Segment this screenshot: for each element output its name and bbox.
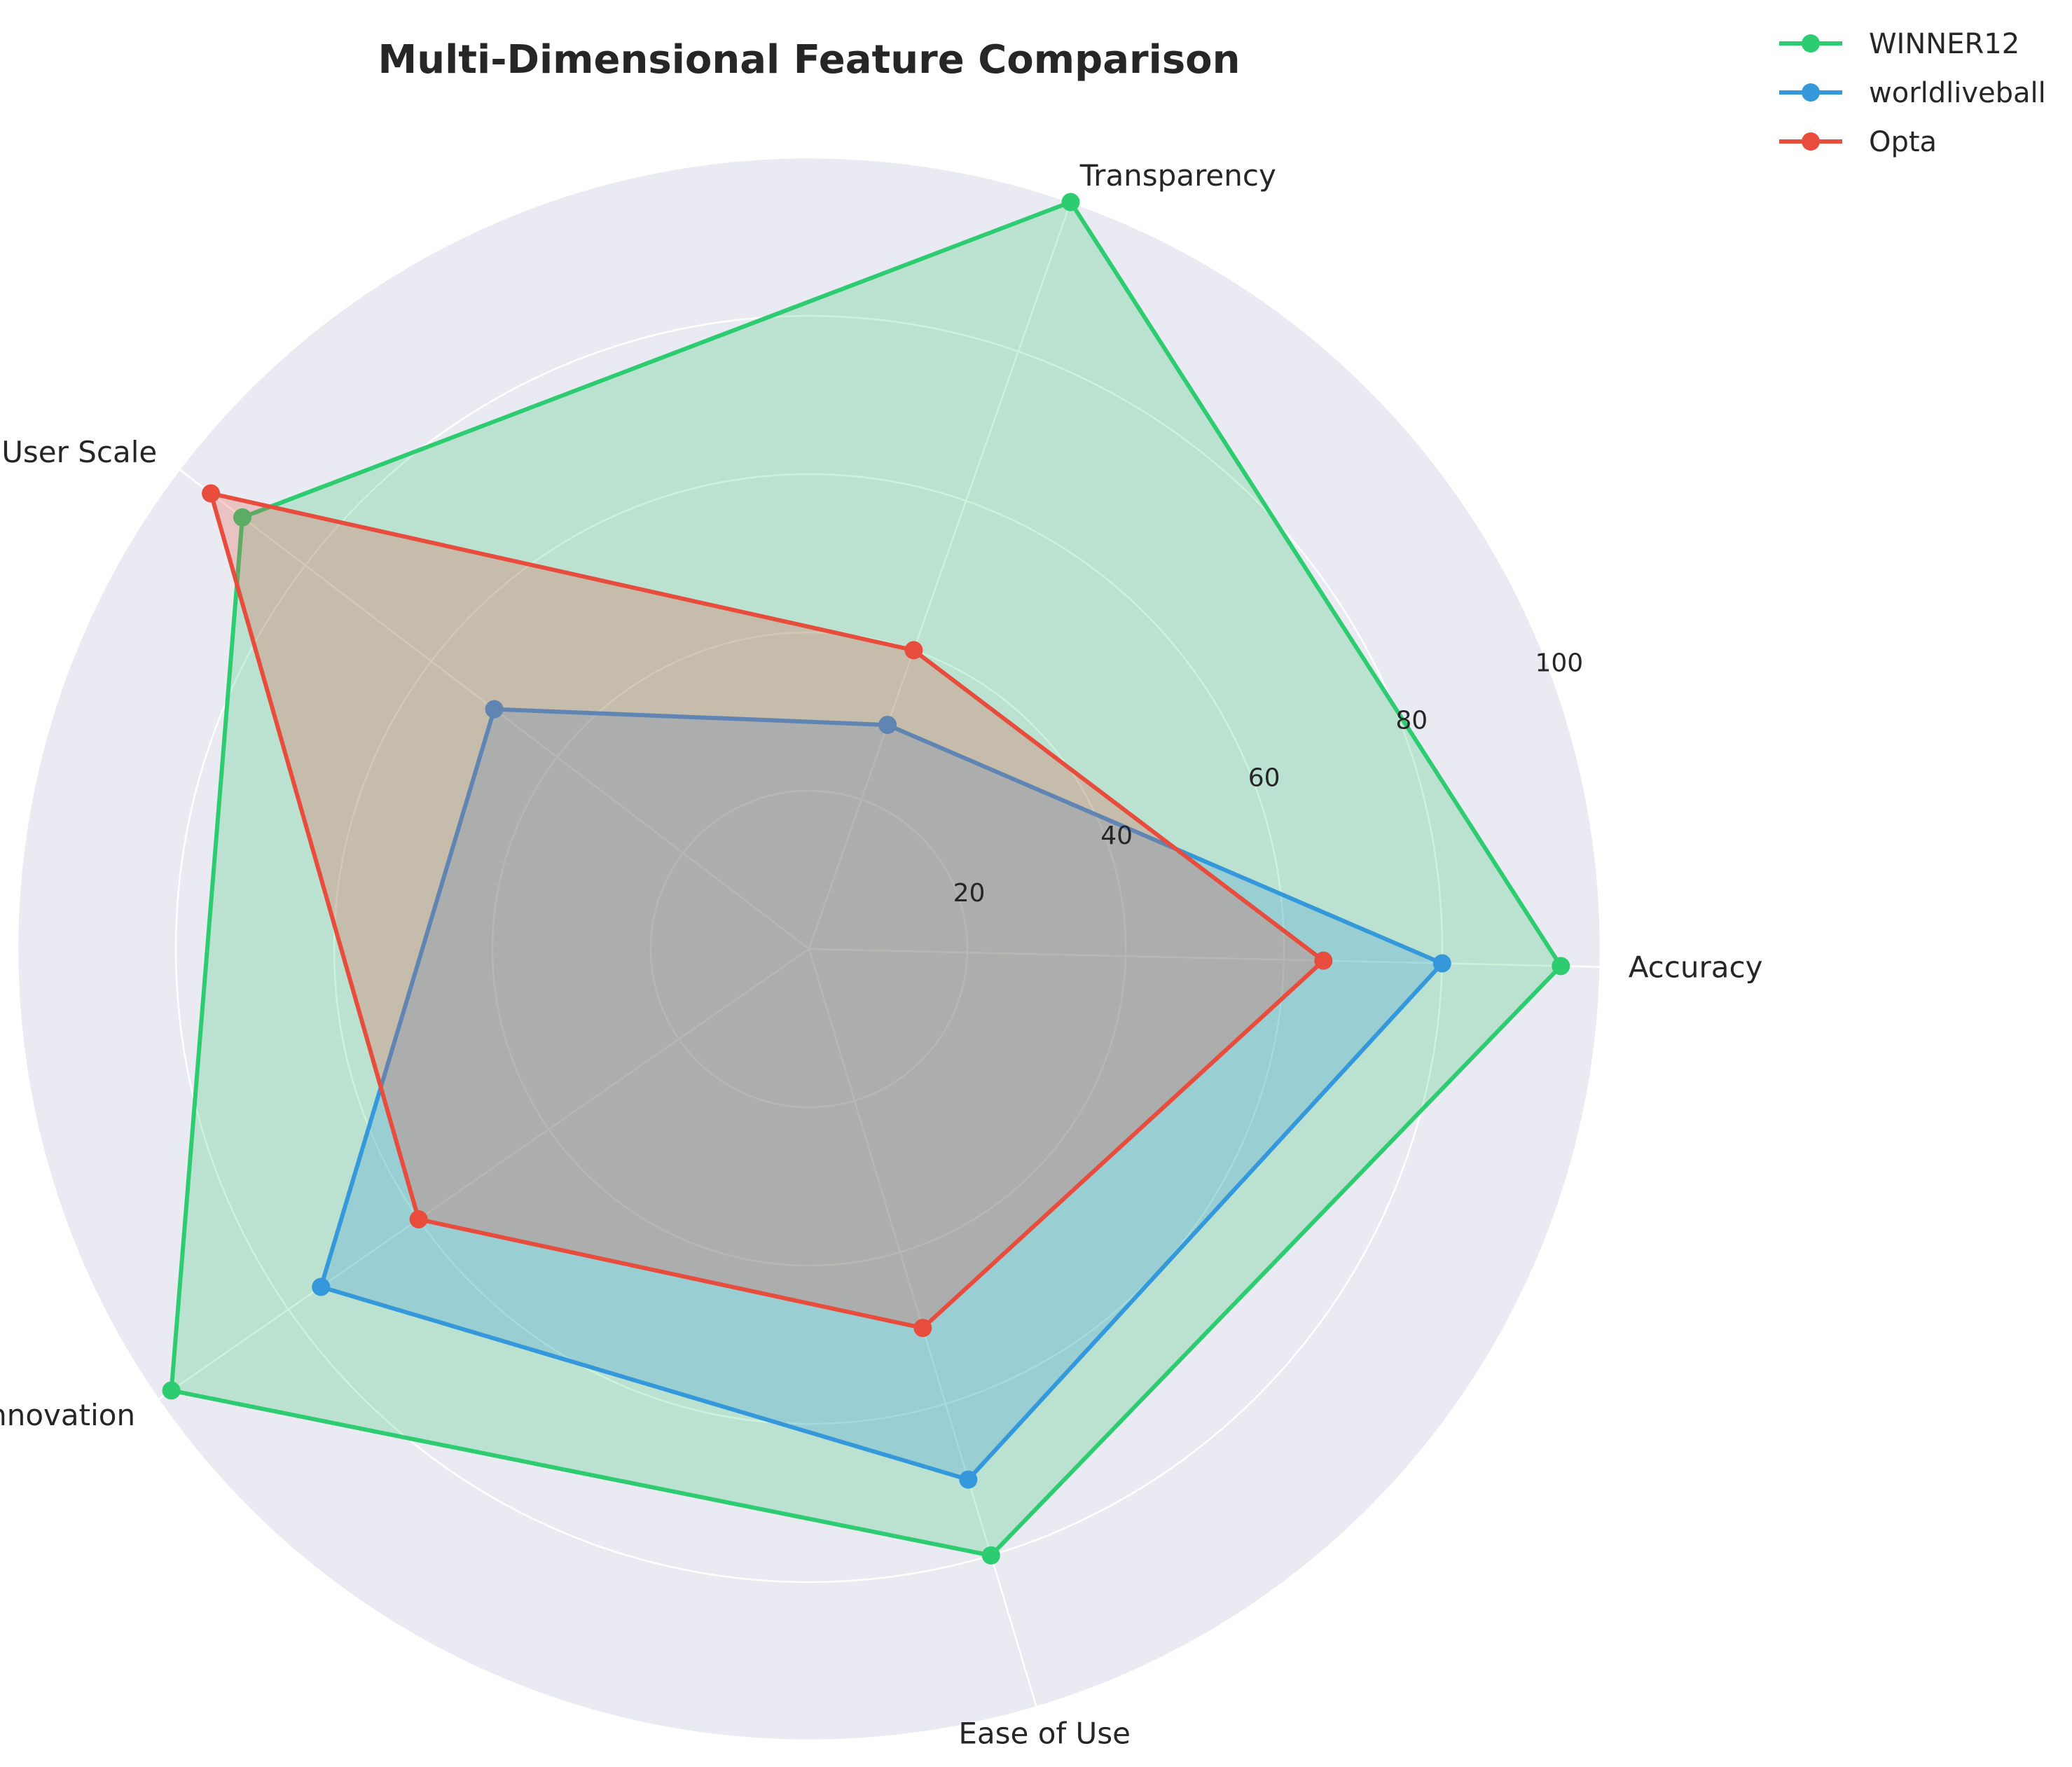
data-point: [1432, 954, 1451, 973]
grid-circle: [16, 156, 1602, 1742]
data-point: [913, 1319, 932, 1338]
series-line: [169, 200, 1563, 1558]
radial-tick-label: 100: [1535, 649, 1583, 678]
legend-marker: [1802, 83, 1820, 102]
data-point: [162, 1381, 181, 1400]
data-point: [409, 1210, 428, 1228]
legend-item: Opta: [1779, 126, 1937, 158]
series-line: [209, 491, 1326, 1331]
axis-labels: 20 40 60 80 100 Accuracy Transparency User Scal…: [0, 158, 1762, 1751]
category-label: Tech Innovation: [0, 1398, 135, 1432]
radial-tick-label: 40: [1100, 822, 1133, 850]
grid-circle: [491, 631, 1127, 1267]
category-label: Accuracy: [1629, 950, 1763, 985]
radial-tick-label: 60: [1248, 764, 1280, 793]
category-label: Ease of Use: [958, 1717, 1131, 1751]
legend-item: WINNER12: [1779, 28, 2019, 60]
radial-tick-label: 80: [1395, 707, 1428, 735]
data-point: [485, 700, 504, 719]
series-worldliveball: [312, 700, 1451, 1489]
grid-circle: [174, 314, 1444, 1584]
data-point: [904, 641, 923, 660]
legend-label: Opta: [1869, 126, 1937, 158]
legend: WINNER12 worldliveball Opta: [1779, 28, 2046, 158]
legend-label: WINNER12: [1869, 28, 2019, 60]
grid-spoke: [808, 202, 1072, 950]
category-label: Transparency: [1079, 158, 1276, 193]
legend-item: worldliveball: [1779, 77, 2046, 109]
legend-marker: [1802, 132, 1820, 151]
series-fill: [211, 493, 1324, 1329]
series-layer: [162, 193, 1570, 1565]
legend-label: worldliveball: [1869, 77, 2046, 109]
grid-spoke: [808, 948, 1601, 968]
grid-circle: [333, 473, 1285, 1425]
data-point: [959, 1470, 978, 1489]
data-point: [202, 484, 221, 503]
data-point: [1061, 193, 1080, 212]
data-point: [233, 508, 252, 527]
chart-title: Multi-Dimensional Feature Comparison: [378, 37, 1241, 83]
radial-tick-label: 20: [953, 879, 986, 908]
data-point: [1314, 951, 1333, 970]
legend-marker: [1802, 34, 1820, 53]
series-fill: [321, 709, 1442, 1480]
data-point: [878, 716, 897, 735]
category-label: User Scale: [1, 435, 157, 469]
series-opta: [202, 484, 1333, 1338]
grid-circle: [649, 789, 969, 1109]
series-fill: [171, 202, 1561, 1555]
data-point: [1552, 957, 1570, 976]
data-point: [981, 1546, 1000, 1565]
series-winner12: [162, 193, 1570, 1565]
data-point: [312, 1277, 331, 1296]
grid-spoke: [158, 948, 810, 1401]
series-line: [319, 707, 1444, 1482]
